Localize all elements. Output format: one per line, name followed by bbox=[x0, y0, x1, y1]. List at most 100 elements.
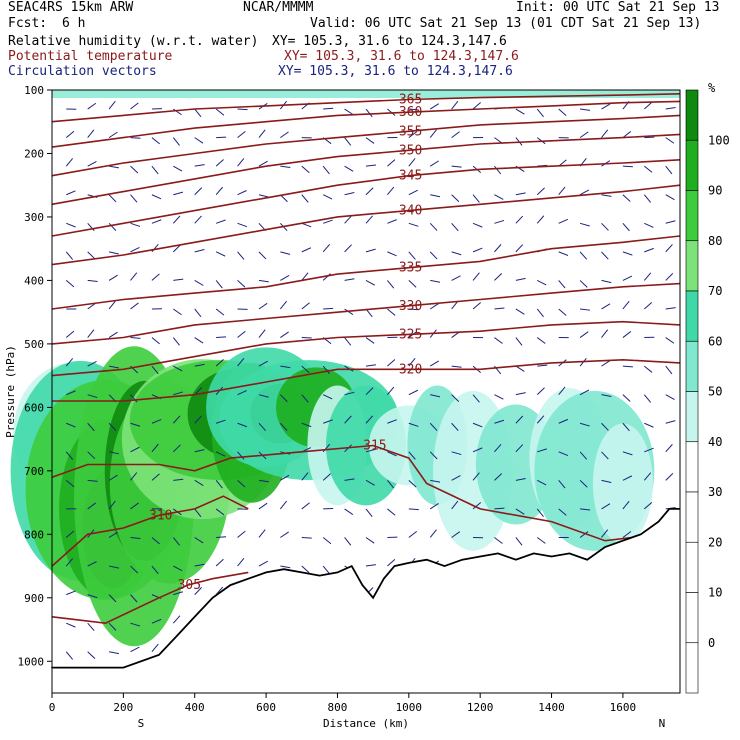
colorbar-tick: 80 bbox=[708, 234, 722, 248]
circulation-vector bbox=[151, 537, 160, 545]
circulation-vector bbox=[215, 451, 226, 457]
circulation-vector bbox=[451, 165, 462, 168]
circulation-vector bbox=[66, 422, 76, 428]
circulation-vector bbox=[108, 474, 118, 481]
circulation-vector bbox=[494, 507, 505, 510]
circulation-vector bbox=[344, 537, 352, 546]
circulation-vector bbox=[130, 536, 141, 539]
x-tick-label: 1400 bbox=[538, 701, 565, 714]
circulation-vector bbox=[365, 537, 375, 544]
circulation-vector bbox=[451, 394, 460, 402]
circulation-vector bbox=[387, 419, 397, 424]
circulation-vector bbox=[515, 108, 525, 115]
circulation-vector bbox=[194, 449, 205, 453]
circulation-vector bbox=[558, 451, 569, 457]
circulation-vector bbox=[215, 108, 225, 116]
circulation-vector bbox=[280, 565, 291, 569]
colorbar-unit: % bbox=[708, 81, 716, 95]
circulation-vector bbox=[65, 530, 75, 538]
circulation-vector bbox=[558, 308, 567, 316]
circulation-vector bbox=[387, 359, 396, 367]
circulation-vector bbox=[643, 194, 652, 203]
circulation-vector bbox=[216, 336, 227, 339]
circulation-vector bbox=[665, 165, 673, 175]
circulation-vector bbox=[237, 330, 246, 338]
circulation-vector bbox=[151, 643, 159, 653]
circulation-vector bbox=[279, 500, 287, 510]
colorbar-tick: 40 bbox=[708, 435, 722, 449]
circulation-vector bbox=[130, 646, 140, 653]
circulation-vector bbox=[87, 160, 97, 167]
circulation-vector bbox=[429, 529, 437, 538]
circulation-vector bbox=[408, 131, 418, 139]
circulation-vector bbox=[194, 415, 202, 424]
circulation-vector bbox=[194, 537, 204, 544]
circulation-vector bbox=[194, 387, 203, 396]
y-tick-label: 300 bbox=[24, 211, 44, 224]
circulation-vector bbox=[408, 189, 418, 196]
circulation-vector bbox=[172, 137, 180, 146]
circulation-vector bbox=[644, 447, 654, 453]
circulation-vector bbox=[258, 479, 269, 483]
circulation-vector bbox=[172, 337, 180, 346]
circulation-vector bbox=[665, 220, 676, 224]
circulation-vector bbox=[280, 131, 289, 139]
circulation-vector bbox=[665, 273, 674, 281]
circulation-vector bbox=[280, 275, 290, 281]
circulation-vector bbox=[258, 329, 266, 338]
theta-label: 360 bbox=[399, 105, 422, 120]
circulation-vector bbox=[194, 164, 205, 167]
circulation-vector bbox=[536, 508, 544, 518]
circulation-vector bbox=[65, 358, 74, 367]
circulation-vector bbox=[215, 558, 224, 567]
circulation-vector bbox=[558, 108, 567, 117]
circulation-vector bbox=[237, 108, 248, 111]
circulation-vector bbox=[429, 303, 439, 310]
circulation-vector bbox=[451, 275, 461, 281]
circulation-vector bbox=[237, 451, 245, 460]
circulation-vector bbox=[408, 422, 419, 427]
circulation-vector bbox=[130, 502, 139, 510]
circulation-vector bbox=[301, 222, 312, 228]
theta-label: 315 bbox=[363, 438, 386, 453]
circulation-vector bbox=[108, 131, 118, 139]
circulation-vector bbox=[87, 422, 95, 432]
circulation-vector bbox=[622, 300, 630, 310]
circulation-vector bbox=[408, 389, 419, 396]
circulation-vector bbox=[65, 158, 74, 167]
circulation-vector bbox=[665, 473, 674, 481]
circulation-vector bbox=[579, 222, 590, 227]
circulation-vector bbox=[643, 501, 653, 510]
circulation-vector bbox=[601, 422, 609, 431]
circulation-vector bbox=[151, 365, 159, 375]
theta-contour bbox=[51, 159, 681, 237]
circulation-vector bbox=[365, 479, 375, 486]
theta-contour bbox=[51, 100, 681, 148]
theta-label: 365 bbox=[399, 93, 422, 108]
circulation-vector bbox=[665, 307, 676, 310]
circulation-vector bbox=[258, 194, 269, 198]
circulation-vector bbox=[130, 446, 140, 453]
theta-label: 335 bbox=[399, 261, 422, 276]
circulation-vector bbox=[494, 165, 502, 175]
circulation-vector bbox=[173, 478, 184, 481]
circulation-vector bbox=[537, 279, 547, 286]
circulation-vector bbox=[365, 415, 374, 424]
x-axis-label: Distance (km) bbox=[323, 717, 409, 730]
circulation-vector bbox=[537, 364, 548, 367]
circulation-vector bbox=[558, 418, 569, 424]
circulation-vector bbox=[579, 189, 590, 196]
circulation-vector bbox=[558, 218, 569, 224]
circulation-vector bbox=[194, 563, 205, 567]
circulation-vector bbox=[451, 500, 459, 510]
circulation-vector bbox=[108, 422, 117, 431]
circulation-vector bbox=[579, 331, 589, 338]
circulation-vector bbox=[323, 107, 334, 110]
circulation-vector bbox=[365, 337, 375, 344]
circulation-vector bbox=[579, 480, 588, 488]
circulation-vector bbox=[408, 251, 416, 260]
circulation-vector bbox=[429, 160, 439, 167]
circulation-vector bbox=[215, 586, 224, 595]
circulation-vector bbox=[258, 360, 268, 367]
circulation-vector bbox=[344, 192, 355, 196]
